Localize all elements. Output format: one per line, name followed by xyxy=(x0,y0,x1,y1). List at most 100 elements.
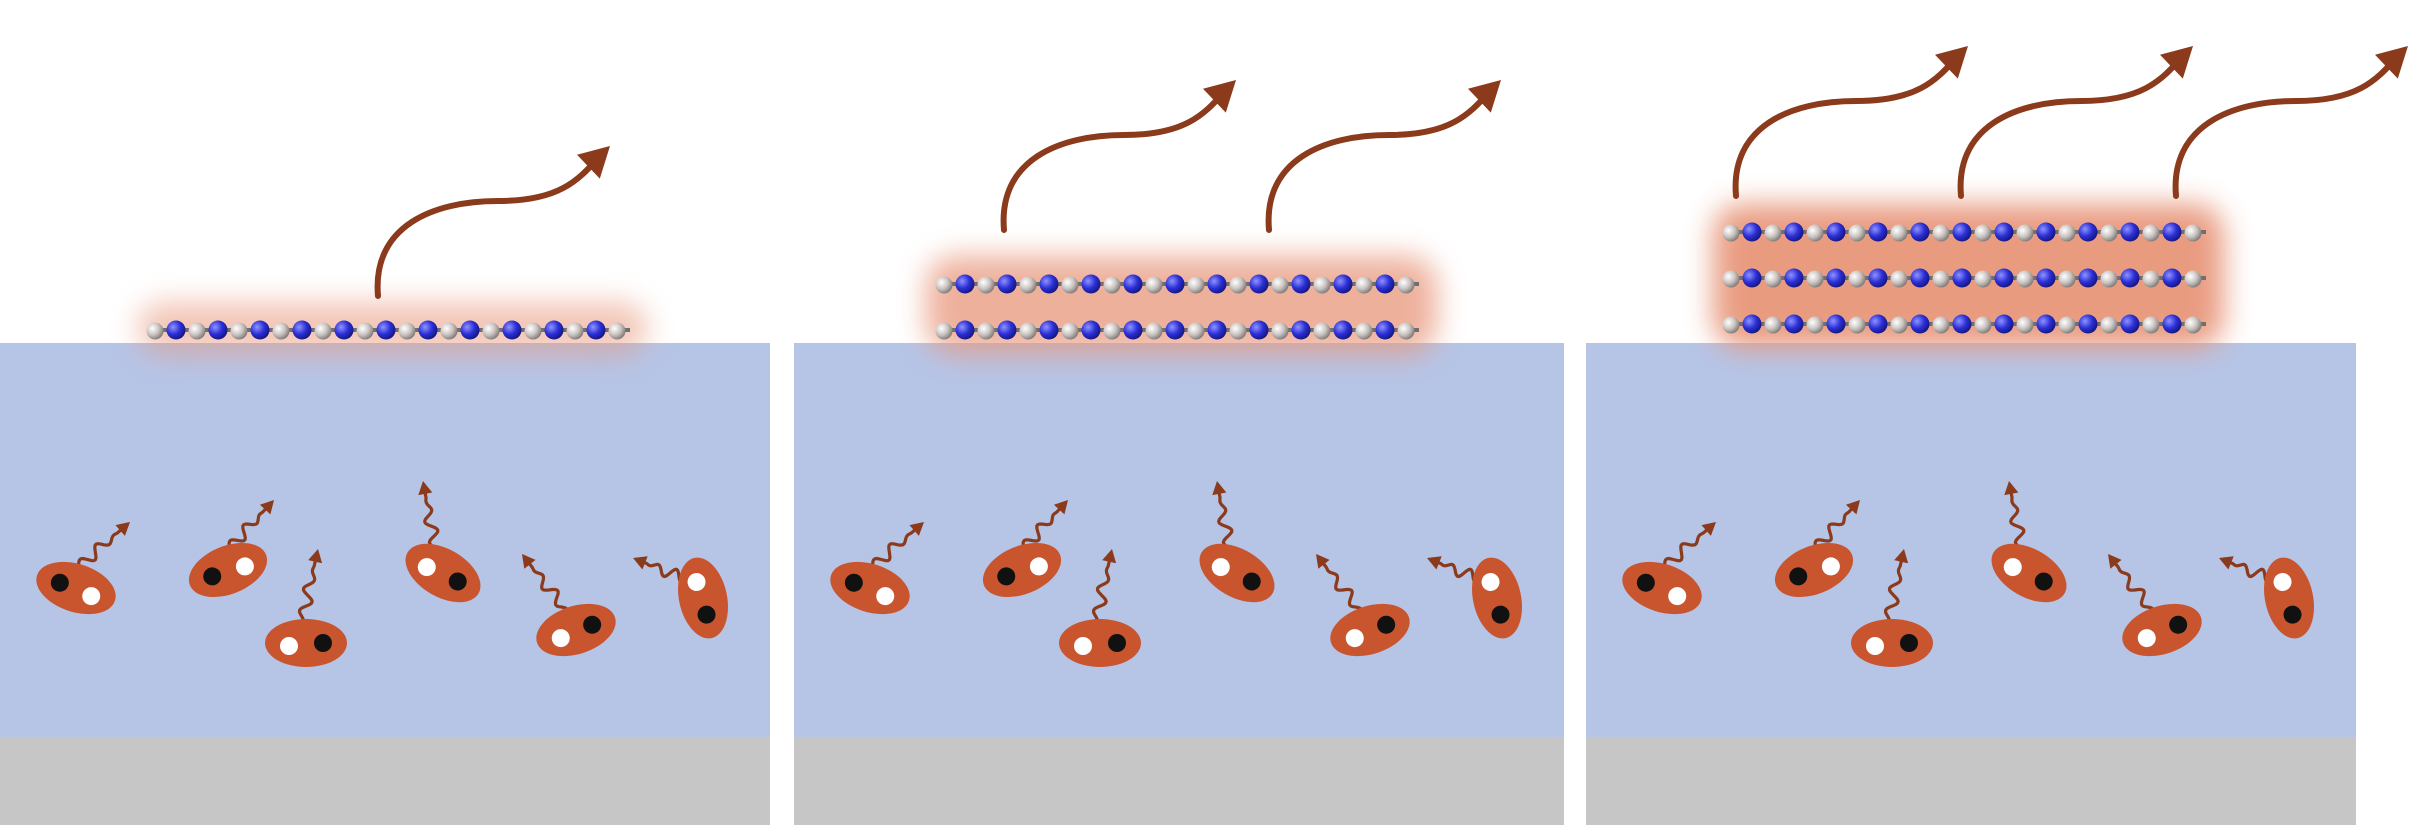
dipole-white-dot xyxy=(1821,557,1840,576)
dipole-molecule xyxy=(1316,554,1410,657)
liquid-region xyxy=(794,343,1564,737)
wavy-arrow-head xyxy=(1212,481,1227,496)
dipole-molecule xyxy=(522,554,616,657)
dipole-molecule xyxy=(633,556,728,639)
wavy-emission-arrow xyxy=(297,555,318,631)
emission-arrow xyxy=(1000,80,1236,233)
atom-blue xyxy=(1952,268,1972,288)
wavy-arrow-head xyxy=(1053,500,1068,515)
atom-gray xyxy=(1061,276,1079,294)
dipole-black-dot xyxy=(203,567,222,586)
atom-gray xyxy=(1313,276,1331,294)
dipole-black-dot xyxy=(697,605,716,624)
atom-blue xyxy=(1826,222,1846,242)
atom-gray xyxy=(1974,270,1992,288)
atom-blue xyxy=(1994,268,2014,288)
dipole-white-dot xyxy=(1345,629,1364,648)
wavy-arrow-head xyxy=(1845,500,1860,515)
emission-arrow-head xyxy=(1468,80,1501,113)
wavy-arrow-head xyxy=(2004,481,2019,496)
wavy-arrow-head xyxy=(522,554,536,569)
atomic-layer xyxy=(1722,268,2206,288)
dipole-white-dot xyxy=(2273,572,2292,591)
atom-gray xyxy=(2016,316,2034,334)
dipole-black-dot xyxy=(1377,615,1396,634)
dipole-molecule xyxy=(1427,556,1522,639)
atom-gray xyxy=(1890,270,1908,288)
atom-blue xyxy=(2162,222,2182,242)
substrate-layer xyxy=(1586,737,2356,825)
wavy-arrow-head xyxy=(1102,549,1117,564)
dipole-body-group xyxy=(265,619,347,667)
dipole-black-dot xyxy=(1242,572,1261,591)
dipole-body xyxy=(1851,619,1933,667)
dipole-body-group xyxy=(1851,619,1933,667)
atom-blue xyxy=(955,274,975,294)
atomic-layer xyxy=(1722,314,2206,334)
dipole-body xyxy=(265,619,347,667)
atom-gray xyxy=(566,322,584,340)
atom-gray xyxy=(1890,224,1908,242)
atom-blue xyxy=(1375,320,1395,340)
dipole-body-group xyxy=(830,561,910,615)
atom-gray xyxy=(2058,224,2076,242)
dipole-body-group xyxy=(678,557,728,639)
dipole-black-dot xyxy=(1789,567,1808,586)
atom-gray xyxy=(1103,322,1121,340)
emission-arrow-head xyxy=(1935,46,1968,79)
wavy-arrow-head xyxy=(418,481,433,496)
atom-blue xyxy=(544,320,564,340)
atom-blue xyxy=(1123,274,1143,294)
emission-arrow-shaft xyxy=(2172,55,2399,199)
dipole-white-dot xyxy=(2137,629,2156,648)
atom-blue xyxy=(502,320,522,340)
atom-gray xyxy=(1932,316,1950,334)
wavy-arrow-head xyxy=(2108,554,2122,569)
emission-arrow-shaft xyxy=(374,155,601,299)
atom-blue xyxy=(1784,268,1804,288)
atom-blue xyxy=(2162,314,2182,334)
dipole-molecule xyxy=(36,522,130,615)
atom-blue xyxy=(1994,222,2014,242)
dipole-molecule xyxy=(1774,500,1860,598)
dipole-black-dot xyxy=(844,573,863,592)
atom-gray xyxy=(1848,316,1866,334)
atom-blue xyxy=(376,320,396,340)
dipole-body-group xyxy=(1199,543,1275,603)
atom-gray xyxy=(272,322,290,340)
atom-gray xyxy=(524,322,542,340)
atom-blue xyxy=(2078,314,2098,334)
emission-arrow xyxy=(374,146,610,299)
atom-gray xyxy=(935,276,953,294)
atom-blue xyxy=(1952,314,1972,334)
atom-gray xyxy=(1355,322,1373,340)
emission-arrow-shaft xyxy=(1000,89,1227,233)
atom-gray xyxy=(1848,270,1866,288)
atom-gray xyxy=(2058,316,2076,334)
atom-gray xyxy=(1145,276,1163,294)
dipole-body-group xyxy=(2264,557,2314,639)
dipole-white-dot xyxy=(1866,637,1884,655)
atom-gray xyxy=(1187,322,1205,340)
emission-arrow-shaft xyxy=(1732,55,1959,199)
wavy-emission-arrow xyxy=(1319,558,1366,618)
atom-blue xyxy=(2036,222,2056,242)
dipole-molecule xyxy=(1622,522,1716,615)
emission-arrow xyxy=(1957,46,2193,199)
atom-gray xyxy=(1355,276,1373,294)
dipole-molecule xyxy=(405,481,481,603)
atom-gray xyxy=(2142,270,2160,288)
wavy-arrow-head xyxy=(1894,549,1909,564)
atom-blue xyxy=(1249,274,1269,294)
atom-gray xyxy=(2184,270,2202,288)
atom-blue xyxy=(1910,222,1930,242)
dipole-white-dot xyxy=(1029,557,1048,576)
atom-gray xyxy=(1806,270,1824,288)
atom-blue xyxy=(2120,222,2140,242)
atom-gray xyxy=(1397,276,1415,294)
dipole-body-group xyxy=(1059,619,1141,667)
wavy-emission-arrow xyxy=(525,558,572,618)
atom-blue xyxy=(997,320,1017,340)
wavy-arrow-head xyxy=(633,556,648,570)
atom-blue xyxy=(334,320,354,340)
